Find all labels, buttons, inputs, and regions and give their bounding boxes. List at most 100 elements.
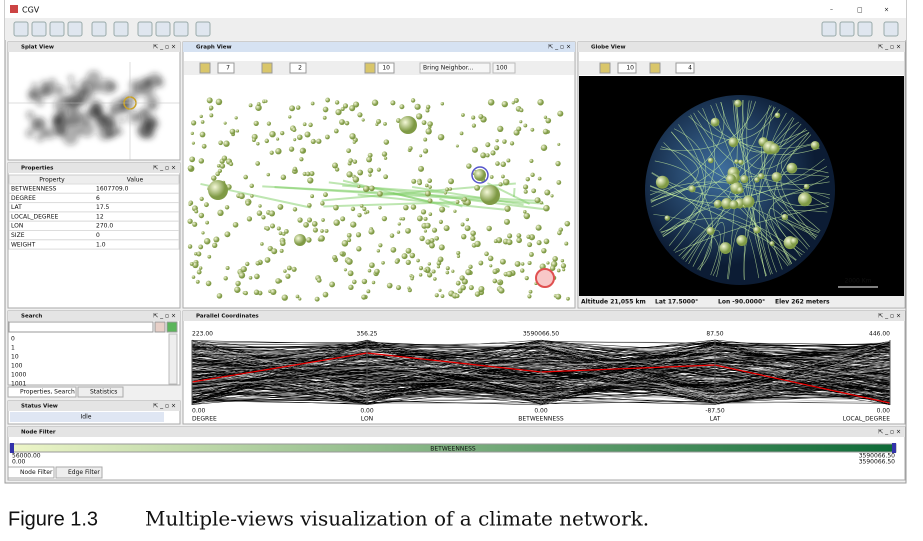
graph-node <box>256 142 260 146</box>
search-button[interactable] <box>154 321 166 333</box>
search-ok[interactable] <box>166 321 178 333</box>
table-row <box>8 230 180 241</box>
toolbar-button[interactable] <box>173 21 189 37</box>
spinner[interactable] <box>617 62 637 74</box>
spinner[interactable] <box>217 62 235 74</box>
graph-node <box>500 161 507 168</box>
globe-edge <box>720 101 807 153</box>
table-row <box>8 202 180 213</box>
caption-label: Figure 1.3 <box>8 508 98 530</box>
graph-node <box>207 254 212 259</box>
graph-node <box>367 268 372 273</box>
toolbar-button[interactable] <box>13 21 29 37</box>
graph-node <box>332 162 339 169</box>
graph-node <box>470 230 476 237</box>
graph-node <box>410 204 417 210</box>
graph-node <box>401 216 406 221</box>
spinner[interactable] <box>675 62 695 74</box>
search-result[interactable]: 100 <box>11 363 23 370</box>
window-control[interactable]: × <box>884 7 889 14</box>
toolbar-button[interactable] <box>137 21 153 37</box>
graph-node <box>556 180 562 185</box>
tool-button[interactable] <box>364 62 376 74</box>
panel-controls[interactable]: ⇱ _ ▫ × <box>153 165 176 172</box>
graph-node <box>540 144 548 151</box>
toolbar-button[interactable] <box>883 21 899 37</box>
toolbar-button[interactable] <box>49 21 65 37</box>
tool-button[interactable] <box>649 62 661 74</box>
toolbar-button[interactable] <box>195 21 211 37</box>
toolbar-button[interactable] <box>839 21 855 37</box>
search-result[interactable]: 10 <box>11 354 19 361</box>
spinner[interactable] <box>289 62 307 74</box>
graph-node <box>542 128 549 135</box>
tab[interactable] <box>7 386 77 398</box>
graph-node <box>383 174 389 180</box>
window-control[interactable]: – <box>830 7 833 14</box>
graph-node <box>557 110 564 117</box>
panel-controls[interactable]: ⇱ _ ▫ × <box>878 313 901 320</box>
globe-node <box>757 173 765 180</box>
graph-node <box>340 216 346 222</box>
filter-handle[interactable] <box>10 443 14 453</box>
graph-node <box>543 115 548 119</box>
search-result[interactable]: 1 <box>11 345 15 352</box>
graph-node <box>434 293 439 298</box>
graph-node <box>348 158 353 163</box>
graph-node <box>280 174 287 180</box>
toolbar-button[interactable] <box>821 21 837 37</box>
graph-node <box>556 268 561 273</box>
graph-node <box>537 176 542 181</box>
filter-handle[interactable] <box>892 443 896 453</box>
spinner-value: 10 <box>626 65 634 72</box>
search-result[interactable]: 1001 <box>11 381 26 388</box>
panel-controls[interactable]: ⇱ _ ▫ × <box>548 44 571 51</box>
tab[interactable] <box>7 466 55 479</box>
toolbar-button[interactable] <box>31 21 47 37</box>
toolbar-button[interactable] <box>113 21 129 37</box>
graph-node <box>277 204 284 210</box>
graph-node <box>333 219 340 226</box>
graph-node <box>519 108 524 113</box>
navigator[interactable] <box>535 268 555 288</box>
tool-button[interactable] <box>199 62 211 74</box>
graph-node <box>474 291 481 297</box>
graph-node <box>436 265 441 269</box>
panel-controls[interactable]: ⇱ _ ▫ × <box>153 44 176 51</box>
graph-node <box>539 201 544 205</box>
search-result[interactable]: 1000 <box>11 372 26 379</box>
property-value: 17.5 <box>96 204 110 211</box>
graph-node <box>523 210 527 214</box>
action-combo[interactable] <box>419 62 491 74</box>
graph-node <box>445 270 450 275</box>
window-control[interactable]: □ <box>857 7 863 14</box>
toolbar-button[interactable] <box>91 21 107 37</box>
graph-node <box>224 205 230 210</box>
graph-node <box>397 222 401 226</box>
panel-controls[interactable]: ⇱ _ ▫ × <box>153 313 176 320</box>
tab[interactable] <box>55 466 103 479</box>
spinner[interactable] <box>377 62 395 74</box>
panel-controls[interactable]: ⇱ _ ▫ × <box>878 44 901 51</box>
graph-node <box>418 265 424 271</box>
tool-button[interactable] <box>599 62 611 74</box>
graph-node <box>543 204 550 212</box>
toolbar-button[interactable] <box>857 21 873 37</box>
tab[interactable] <box>77 386 124 398</box>
panel-controls[interactable]: ⇱ _ ▫ × <box>878 429 901 436</box>
toolbar-button[interactable] <box>155 21 171 37</box>
graph-node-large <box>480 185 500 205</box>
globe-edge <box>781 210 828 234</box>
search-input[interactable] <box>8 321 154 333</box>
graph-node <box>411 178 417 184</box>
limit-field[interactable] <box>492 62 516 74</box>
panel-controls[interactable]: ⇱ _ ▫ × <box>153 403 176 410</box>
toolbar-button[interactable] <box>67 21 83 37</box>
graph-node <box>302 122 307 127</box>
graph-node <box>293 138 297 142</box>
search-result[interactable]: 0 <box>11 336 15 343</box>
graph-node <box>217 209 224 217</box>
globe-node <box>728 137 739 148</box>
tool-button[interactable] <box>261 62 273 74</box>
graph-node <box>286 265 292 271</box>
